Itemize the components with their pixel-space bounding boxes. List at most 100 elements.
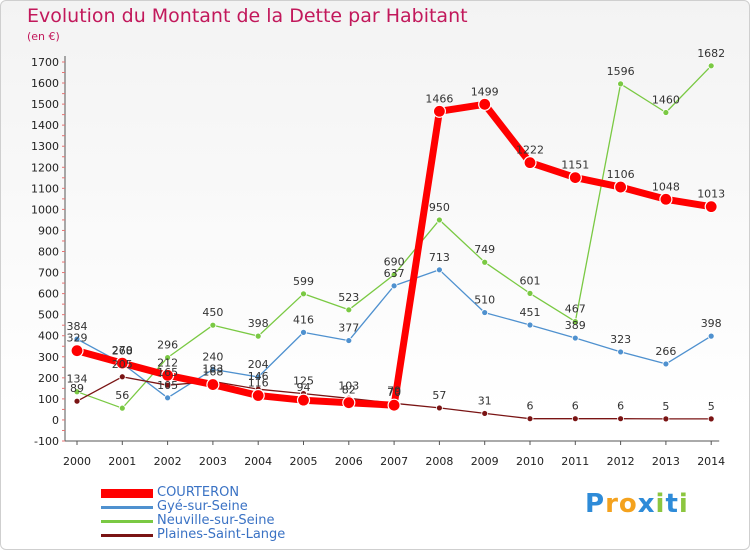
y-axis-unit: (en €) <box>27 30 60 43</box>
data-label-gy-sur-seine: 323 <box>610 333 631 346</box>
y-tick-label: 1400 <box>31 119 59 132</box>
data-point-neuville-sur-seine <box>526 290 534 297</box>
legend-swatch <box>101 489 153 498</box>
data-point-gy-sur-seine <box>707 332 715 340</box>
brand-letter: r <box>605 489 619 519</box>
x-tick-label: 2014 <box>697 455 725 468</box>
data-point-gy-sur-seine <box>390 282 398 290</box>
data-point-neuville-sur-seine <box>164 354 172 362</box>
data-label-neuville-sur-seine: 1682 <box>697 47 725 60</box>
data-point-neuville-sur-seine <box>345 306 353 314</box>
data-label-neuville-sur-seine: 523 <box>338 291 359 304</box>
data-label-neuville-sur-seine: 296 <box>157 339 178 352</box>
data-label-courteron: 1222 <box>516 144 544 157</box>
data-point-courteron <box>296 393 311 407</box>
brand-letter: i <box>655 489 666 519</box>
data-label-gy-sur-seine: 451 <box>520 306 541 319</box>
data-label-neuville-sur-seine: 601 <box>520 274 541 287</box>
y-tick-label: 500 <box>38 309 59 322</box>
data-label-courteron: 1106 <box>607 168 635 181</box>
data-point-gy-sur-seine <box>526 321 534 329</box>
data-point-plaines-saint-lange <box>118 373 126 381</box>
data-point-plaines-saint-lange <box>662 415 670 423</box>
data-point-neuville-sur-seine <box>707 62 715 70</box>
brand-letter: i <box>678 489 689 519</box>
data-point-gy-sur-seine <box>300 328 307 336</box>
data-label-neuville-sur-seine: 467 <box>565 303 586 316</box>
data-label-gy-sur-seine: 713 <box>429 251 450 264</box>
y-tick-label: 400 <box>38 330 59 343</box>
data-point-gy-sur-seine <box>345 337 353 344</box>
data-label-neuville-sur-seine: 950 <box>429 201 450 214</box>
data-point-gy-sur-seine <box>617 348 624 356</box>
brand-logo: Proxiti <box>585 489 689 519</box>
data-point-plaines-saint-lange <box>571 415 579 423</box>
data-point-courteron <box>342 396 356 410</box>
data-point-plaines-saint-lange <box>481 410 489 417</box>
data-point-courteron <box>161 368 175 382</box>
brand-letter: t <box>665 489 679 519</box>
data-label-neuville-sur-seine: 1460 <box>652 94 680 107</box>
legend-label: COURTERON <box>157 485 240 500</box>
data-label-gy-sur-seine: 377 <box>338 322 359 335</box>
data-point-gy-sur-seine <box>571 334 579 342</box>
x-tick-label: 2007 <box>380 455 408 468</box>
data-point-gy-sur-seine <box>435 266 443 274</box>
data-point-neuville-sur-seine <box>300 290 307 298</box>
data-label-plaines-saint-lange: 125 <box>293 375 314 388</box>
y-tick-label: -100 <box>34 435 59 448</box>
x-tick-label: 2004 <box>244 455 272 468</box>
data-point-plaines-saint-lange <box>526 415 534 423</box>
legend-swatch <box>101 506 153 509</box>
x-tick-label: 2009 <box>471 455 499 468</box>
data-label-gy-sur-seine: 204 <box>248 358 269 371</box>
data-label-plaines-saint-lange: 103 <box>338 379 359 392</box>
data-label-gy-sur-seine: 637 <box>384 267 405 280</box>
data-point-courteron <box>115 356 129 370</box>
data-label-gy-sur-seine: 105 <box>157 379 178 392</box>
data-label-courteron: 270 <box>112 344 133 357</box>
data-point-neuville-sur-seine <box>481 258 489 266</box>
data-label-courteron: 70 <box>387 386 401 399</box>
data-label-neuville-sur-seine: 599 <box>293 275 314 288</box>
y-tick-label: 600 <box>38 288 59 301</box>
data-point-neuville-sur-seine <box>662 109 670 116</box>
data-label-neuville-sur-seine: 398 <box>248 317 269 330</box>
data-label-courteron: 1048 <box>652 180 680 193</box>
data-point-gy-sur-seine <box>209 366 217 373</box>
x-tick-label: 2002 <box>154 455 182 468</box>
brand-letter: o <box>618 489 638 519</box>
data-point-neuville-sur-seine <box>617 80 624 88</box>
data-label-plaines-saint-lange: 57 <box>432 389 446 402</box>
data-label-plaines-saint-lange: 6 <box>527 400 534 413</box>
data-label-neuville-sur-seine: 134 <box>67 373 88 386</box>
legend-label: Neuville-sur-Seine <box>157 513 275 528</box>
y-tick-label: 1600 <box>31 77 59 90</box>
y-tick-label: 1300 <box>31 140 59 153</box>
x-tick-label: 2011 <box>561 455 589 468</box>
data-label-gy-sur-seine: 384 <box>67 320 88 333</box>
data-label-gy-sur-seine: 240 <box>202 350 223 363</box>
data-point-courteron <box>659 192 673 206</box>
y-tick-label: 1700 <box>31 56 59 69</box>
y-tick-label: 200 <box>38 372 59 385</box>
data-label-plaines-saint-lange: 5 <box>662 400 669 413</box>
data-point-gy-sur-seine <box>164 394 172 402</box>
x-tick-label: 2013 <box>652 455 680 468</box>
legend-label: Plaines-Saint-Lange <box>157 527 286 542</box>
data-label-gy-sur-seine: 416 <box>293 313 314 326</box>
data-point-neuville-sur-seine <box>390 271 398 279</box>
data-point-neuville-sur-seine <box>73 388 81 396</box>
x-tick-label: 2003 <box>199 455 227 468</box>
data-label-neuville-sur-seine: 690 <box>384 256 405 269</box>
data-point-courteron <box>251 388 265 403</box>
data-point-plaines-saint-lange <box>617 415 624 423</box>
data-point-courteron <box>704 200 718 214</box>
data-point-neuville-sur-seine <box>118 404 126 412</box>
data-label-neuville-sur-seine: 749 <box>474 243 495 256</box>
brand-letter: P <box>585 489 606 519</box>
data-label-courteron: 1013 <box>697 188 725 201</box>
x-tick-label: 2000 <box>63 455 91 468</box>
